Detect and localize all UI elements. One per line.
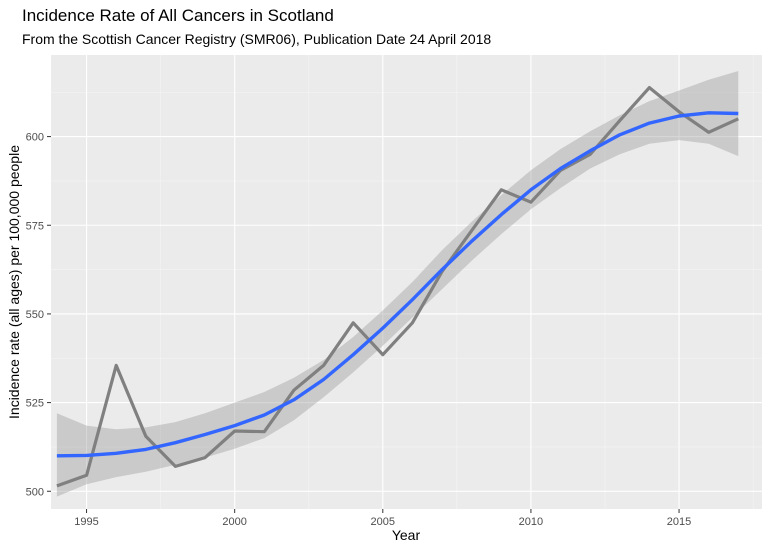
smoothed-trend-line [56, 111, 739, 458]
chart-subtitle: From the Scottish Cancer Registry (SMR06… [22, 31, 492, 47]
incidence-rate-line [56, 85, 739, 488]
chart-title: Incidence Rate of All Cancers in Scotlan… [22, 6, 334, 25]
y-axis: 500 525 550 575 600 [26, 132, 51, 498]
data-line-layer [56, 85, 739, 488]
x-tick-label: 2000 [222, 516, 246, 528]
x-axis-title: Year [392, 527, 421, 543]
confidence-band [56, 71, 739, 497]
x-axis: 1995 2000 2005 2010 2015 [74, 509, 691, 528]
y-tick-label: 550 [26, 309, 44, 321]
major-gridlines [51, 55, 762, 509]
x-tick-label: 2010 [519, 516, 543, 528]
x-tick-label: 2005 [371, 516, 395, 528]
y-tick-label: 575 [26, 220, 44, 232]
y-axis-title: Incidence rate (all ages) per 100,000 pe… [6, 145, 22, 419]
y-tick-label: 600 [26, 132, 44, 144]
x-tick-label: 2015 [667, 516, 691, 528]
minor-gridlines [51, 55, 762, 509]
x-tick-label: 1995 [74, 516, 98, 528]
plot-panel [51, 55, 762, 509]
confidence-ribbon-layer [56, 71, 739, 497]
y-tick-label: 525 [26, 398, 44, 410]
y-tick-label: 500 [26, 486, 44, 498]
